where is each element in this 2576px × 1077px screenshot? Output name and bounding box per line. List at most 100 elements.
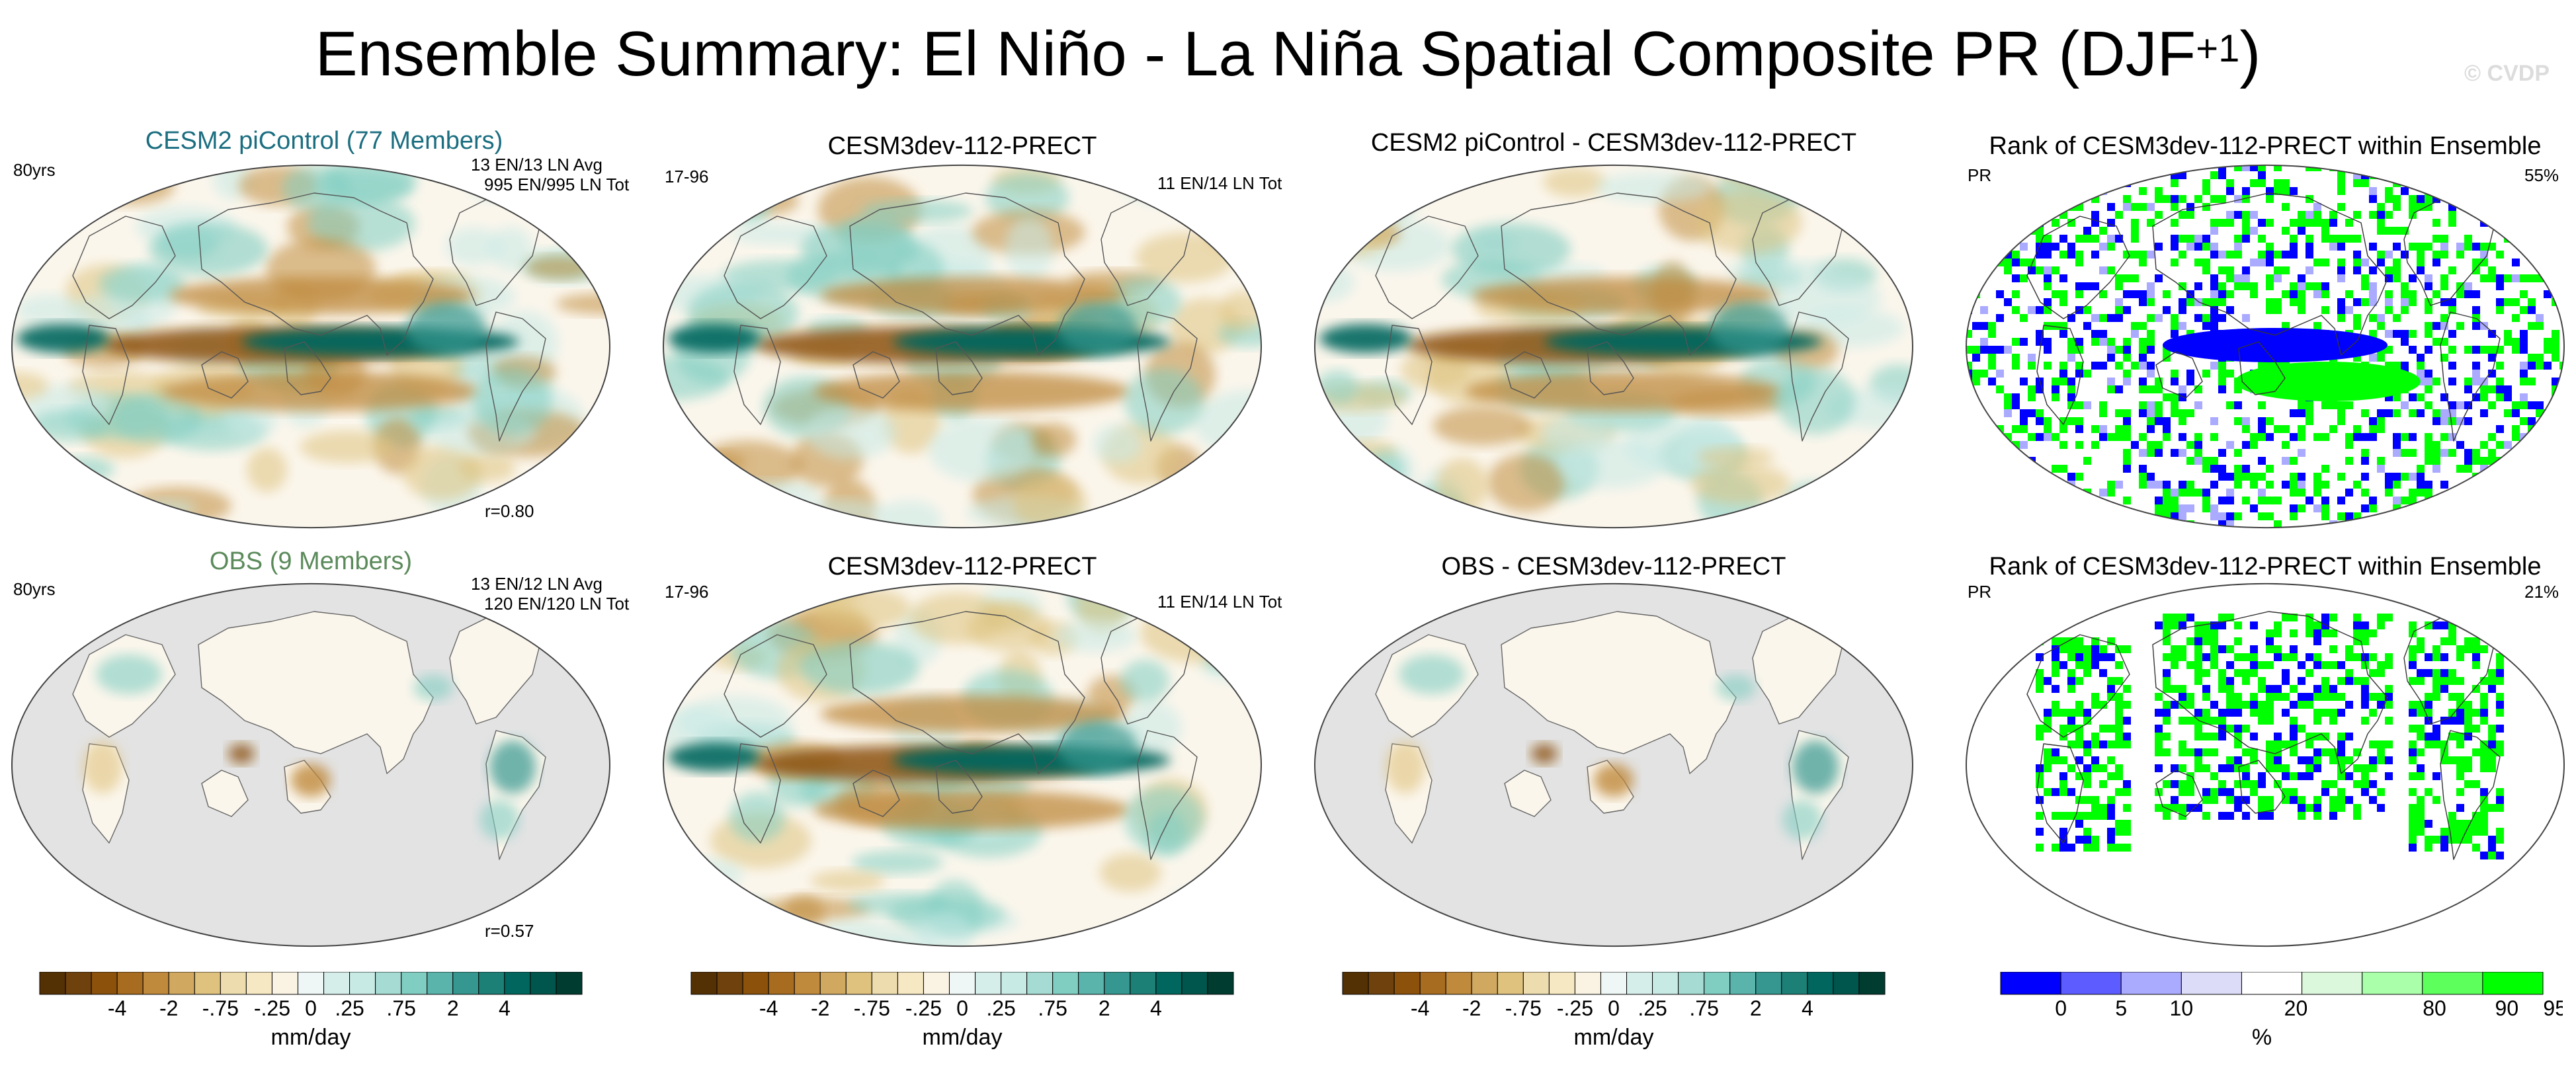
colorbar-swatch <box>1755 972 1782 995</box>
colorbar-tick-label: 10 <box>2170 996 2194 1020</box>
panel-title-rank-row2: Rank of CESM3dev-112-PRECT within Ensemb… <box>1989 553 2542 580</box>
colorbar-swatch <box>1155 972 1183 995</box>
colorbar-swatch <box>1704 972 1731 995</box>
colorbar-tick-label: .25 <box>1638 996 1667 1020</box>
watermark: © CVDP <box>2464 61 2550 86</box>
colorbar-units: mm/day <box>1573 1025 1654 1050</box>
colorbar-swatch <box>1522 972 1550 995</box>
colorbar-swatch <box>2482 972 2544 995</box>
colorbar-swatch <box>742 972 769 995</box>
colorbar-swatch <box>323 972 351 995</box>
colorbar-tick-label: 4 <box>1802 996 1813 1020</box>
panel-title-diff: CESM2 piControl - CESM3dev-112-PRECT <box>1370 129 1857 157</box>
title-superscript: +1 <box>2196 27 2240 70</box>
colorbar-swatch <box>1181 972 1208 995</box>
label-years: 80yrs <box>13 579 56 599</box>
colorbar-swatch <box>1419 972 1446 995</box>
colorbar-swatch <box>923 972 950 995</box>
colorbar-swatch <box>1130 972 1157 995</box>
colorbar-swatch <box>142 972 169 995</box>
colorbar-swatch <box>401 972 428 995</box>
colorbar-swatch <box>2000 972 2061 995</box>
colorbar-tick-label: -4 <box>108 996 126 1020</box>
colorbar-swatch <box>1652 972 1679 995</box>
panel-title-rank: Rank of CESM3dev-112-PRECT within Ensemb… <box>1989 132 2542 160</box>
colorbar-tick-label: -.75 <box>854 996 890 1020</box>
colorbar-swatch <box>1574 972 1601 995</box>
panel-title-obs-diff: OBS - CESM3dev-112-PRECT <box>1441 553 1786 580</box>
colorbar-tick-label: -2 <box>159 996 178 1020</box>
label-tot: 11 EN/14 LN Tot <box>1157 173 1282 193</box>
colorbar-swatch <box>452 972 479 995</box>
colorbar-swatch <box>168 972 195 995</box>
label-corr: r=0.80 <box>485 501 534 521</box>
colorbar-tick-label: 0 <box>2055 996 2067 1020</box>
colorbar-tick-label: -2 <box>1462 996 1481 1020</box>
colorbar-swatch <box>845 972 872 995</box>
colorbar-swatch <box>2060 972 2122 995</box>
colorbar-swatch <box>194 972 221 995</box>
colorbar-swatch <box>530 972 557 995</box>
colorbar-swatch <box>271 972 298 995</box>
colorbar-tick-label: 90 <box>2495 996 2519 1020</box>
colorbar-tick-label: 20 <box>2284 996 2308 1020</box>
colorbar-tick-label: .75 <box>1038 996 1067 1020</box>
panel-title-cesm3-row2: CESM3dev-112-PRECT <box>827 553 1097 580</box>
colorbar-swatch <box>1052 972 1079 995</box>
colorbar-swatch <box>1858 972 1886 995</box>
colorbar-swatch <box>1342 972 1369 995</box>
colorbar-swatch <box>768 972 795 995</box>
map-rank <box>1965 165 2565 528</box>
colorbar-rank: 051020809095100 <box>2000 972 2563 1020</box>
colorbar-swatch <box>1781 972 1808 995</box>
colorbar-tick-label: 2 <box>1099 996 1110 1020</box>
colorbar-swatch <box>2181 972 2242 995</box>
colorbar-swatch <box>1445 972 1472 995</box>
colorbar-tick-label: .25 <box>335 996 364 1020</box>
map-obs-difference <box>1313 583 1914 947</box>
colorbar-swatch <box>819 972 847 995</box>
colorbar-tick-label: .25 <box>986 996 1015 1020</box>
map-difference <box>1313 165 1914 528</box>
colorbar-swatch <box>1626 972 1653 995</box>
map-obs-composite <box>11 583 611 947</box>
label-years: 17-96 <box>665 582 709 602</box>
colorbar-swatch <box>2302 972 2363 995</box>
colorbar-difference: -4 -2 -.75 -.25 0 .25 .75 2 4 <box>1342 972 1886 1020</box>
colorbar-swatch <box>91 972 118 995</box>
colorbar-swatch <box>1393 972 1421 995</box>
colorbar-tick-label: 0 <box>305 996 317 1020</box>
colorbar-tick-label: 80 <box>2423 996 2446 1020</box>
colorbar-swatch <box>871 972 898 995</box>
colorbar-tick-label: -4 <box>759 996 778 1020</box>
colorbar-tick-label: 5 <box>2115 996 2127 1020</box>
label-avg: 13 EN/13 LN Avg <box>471 155 602 175</box>
map-rank-row2 <box>1965 583 2565 947</box>
colorbar-tick-label: 4 <box>1150 996 1162 1020</box>
label-tot: 11 EN/14 LN Tot <box>1157 592 1282 612</box>
page-title: Ensemble Summary: El Niño - La Niña Spat… <box>0 15 2576 94</box>
colorbar-swatch <box>1600 972 1628 995</box>
colorbar-swatch <box>116 972 144 995</box>
colorbar-swatch <box>478 972 505 995</box>
colorbar-swatch <box>975 972 1002 995</box>
label-tot: 995 EN/995 LN Tot <box>484 175 630 194</box>
label-years: 80yrs <box>13 160 56 180</box>
panel-title-cesm2: CESM2 piControl (77 Members) <box>145 127 503 155</box>
label-rank-pct: 21% <box>2524 582 2559 602</box>
colorbar-tick-label: -.25 <box>254 996 290 1020</box>
map-cesm2-composite <box>11 165 611 528</box>
colorbar-swatch <box>948 972 976 995</box>
colorbar-swatch <box>427 972 454 995</box>
colorbar-swatch <box>349 972 376 995</box>
colorbar-swatch <box>1001 972 1028 995</box>
map-cesm3-composite <box>662 165 1263 528</box>
colorbar-tick-label: .75 <box>386 996 415 1020</box>
colorbar-swatch <box>1078 972 1105 995</box>
label-avg: 13 EN/12 LN Avg <box>471 574 602 594</box>
colorbar-swatch <box>2120 972 2182 995</box>
colorbar-swatch <box>1729 972 1757 995</box>
colorbar-swatch <box>1207 972 1234 995</box>
colorbar-tick-label: -4 <box>1411 996 1429 1020</box>
colorbar-swatch <box>1368 972 1395 995</box>
